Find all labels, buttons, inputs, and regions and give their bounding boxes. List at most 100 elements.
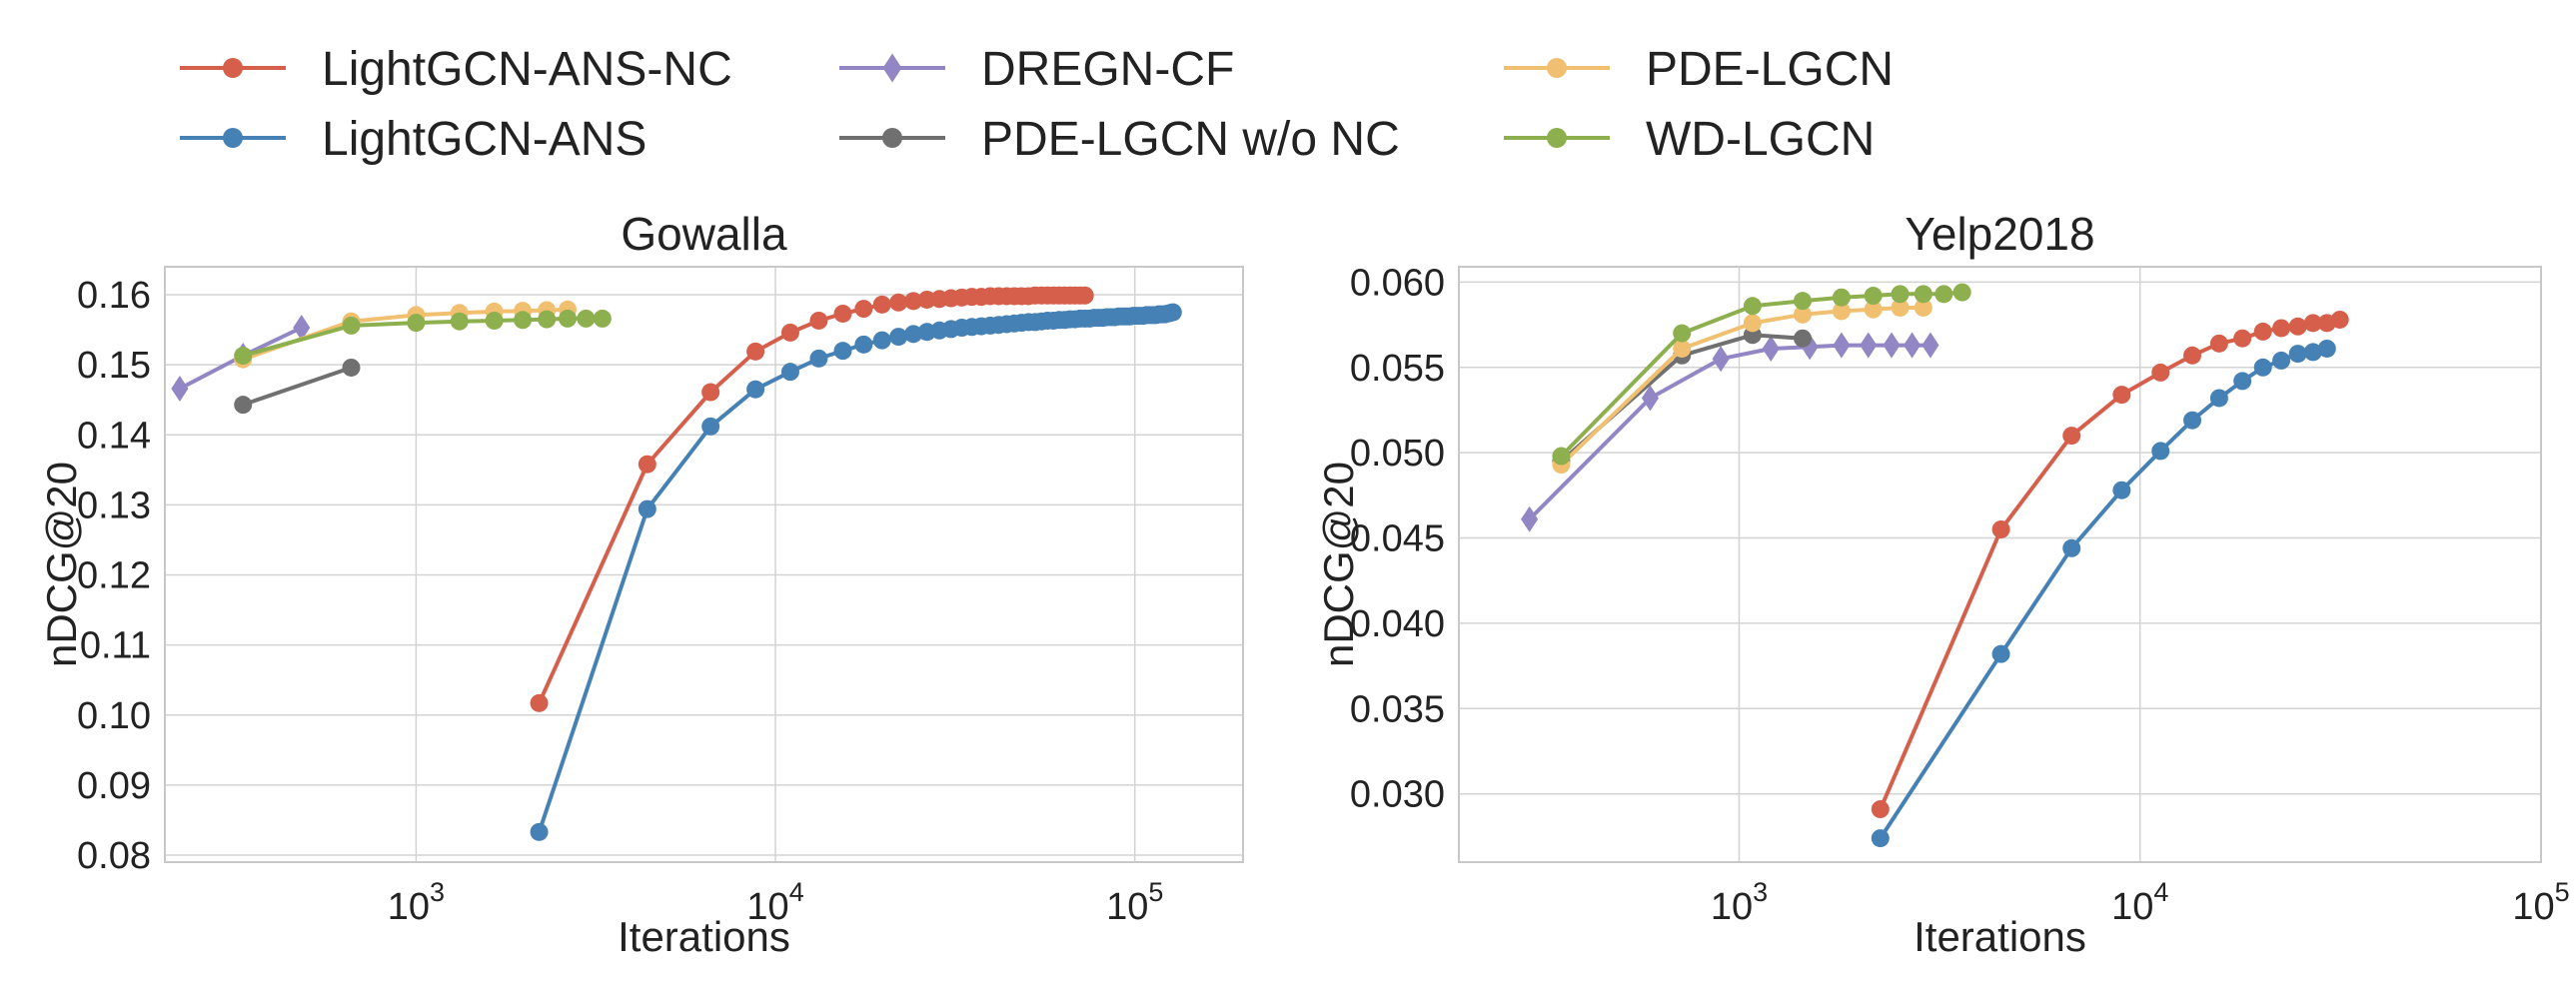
data-point	[1521, 505, 1539, 532]
data-point	[2272, 319, 2291, 338]
series-line-lightgcn-ans	[1879, 347, 2328, 840]
data-point	[833, 342, 852, 361]
data-point	[1163, 303, 1182, 322]
data-point	[638, 455, 656, 474]
series-line-pde-lgcn-w-o-nc	[242, 366, 353, 407]
data-point	[171, 375, 189, 403]
legend-label: PDE-LGCN	[1646, 43, 1894, 96]
data-point	[1904, 332, 1922, 359]
series-line-wd-lgcn	[242, 316, 603, 358]
chart-title: Gowalla	[621, 208, 787, 260]
legend-label: DREGN-CF	[981, 43, 1234, 96]
data-point	[872, 331, 891, 350]
x-axis-label: Iterations	[1914, 913, 2086, 960]
data-point	[2233, 372, 2252, 391]
series-line-wd-lgcn	[1559, 290, 1962, 459]
series-lightgcn-ans-nc	[530, 286, 1094, 712]
series-line-pde-lgcn	[1560, 306, 1924, 467]
data-point	[577, 309, 596, 328]
legend-entry-pde-lgcn-w-o-nc: PDE-LGCN w/o NC	[839, 113, 1400, 166]
data-point	[904, 292, 923, 311]
data-point	[2151, 442, 2170, 461]
y-tick-label: 0.12	[77, 555, 151, 597]
data-point	[1914, 298, 1932, 317]
data-point	[746, 342, 765, 361]
legend-entry-wd-lgcn: WD-LGCN	[1504, 113, 1875, 166]
y-tick-label: 0.030	[1350, 774, 1445, 816]
data-point	[1864, 287, 1883, 306]
data-point	[514, 311, 533, 330]
data-point	[2183, 411, 2202, 430]
data-point	[2233, 329, 2252, 348]
data-point	[854, 335, 873, 354]
data-point	[809, 349, 828, 368]
data-point	[1743, 314, 1762, 333]
data-point	[2303, 343, 2322, 362]
y-axis-label: nDCG@20	[38, 462, 85, 667]
data-point	[530, 693, 549, 712]
y-tick-label: 0.11	[80, 625, 151, 667]
data-point	[872, 295, 891, 314]
data-point	[2209, 334, 2228, 353]
legend: LightGCN-ANS-NC LightGCN-ANS DREGN-CF PDE-L…	[180, 43, 1894, 166]
data-point	[1832, 288, 1851, 307]
data-point	[559, 309, 578, 328]
y-tick-label: 0.035	[1350, 688, 1445, 730]
data-point	[809, 311, 828, 330]
data-point	[1673, 339, 1692, 358]
data-point	[780, 323, 799, 342]
chart-panel-yelp2018: 0.030 0.035 0.040 0.045 0.050 0.055 0.060 103 10…	[1315, 208, 2570, 960]
data-point	[780, 363, 799, 382]
data-point	[2253, 322, 2272, 341]
plot-frame	[1458, 266, 2542, 863]
data-point	[2183, 346, 2202, 365]
series-wd-lgcn	[234, 309, 612, 366]
data-point	[701, 417, 720, 436]
x-tick-label: 103	[388, 877, 445, 928]
y-tick-label: 0.050	[1350, 433, 1445, 475]
data-point	[904, 325, 923, 344]
data-point	[593, 309, 612, 328]
data-point	[1762, 335, 1780, 363]
grid-lines	[1459, 267, 2542, 862]
legend-entry-lightgcn-ans-nc: LightGCN-ANS-NC	[180, 43, 732, 96]
data-point	[1794, 329, 1813, 348]
x-tick-label: 105	[2512, 877, 2569, 928]
series-dregn-cf	[1521, 332, 1939, 532]
data-point	[1934, 285, 1953, 304]
legend-label: LightGCN-ANS	[322, 113, 646, 166]
y-tick-label: 0.13	[77, 485, 151, 526]
data-point	[1871, 800, 1890, 819]
y-tick-label: 0.08	[77, 835, 151, 877]
data-point	[485, 311, 504, 330]
legend-label: WD-LGCN	[1646, 113, 1875, 166]
series-wd-lgcn	[1552, 283, 1971, 466]
series-lightgcn-ans-nc	[1871, 310, 2349, 819]
series-line-lightgcn-ans	[537, 310, 1174, 833]
legend-entry-lightgcn-ans: LightGCN-ANS	[180, 113, 646, 166]
data-point	[234, 396, 253, 415]
data-point	[1794, 305, 1813, 324]
data-point	[1552, 447, 1571, 466]
legend-marker	[1547, 58, 1567, 78]
legend-label: LightGCN-ANS-NC	[322, 43, 732, 96]
y-tick-label: 0.055	[1350, 348, 1445, 390]
data-point	[1860, 332, 1878, 359]
data-point	[2303, 314, 2322, 333]
data-point	[638, 499, 656, 518]
x-tick-label: 105	[1106, 877, 1163, 928]
legend-marker	[223, 128, 243, 148]
grid-lines	[165, 267, 1243, 862]
y-tick-label: 0.060	[1350, 262, 1445, 304]
data-point	[1891, 285, 1910, 304]
y-tick-label: 0.09	[77, 765, 151, 807]
data-point	[2330, 310, 2349, 329]
data-point	[1673, 324, 1692, 343]
legend-label: PDE-LGCN w/o NC	[981, 113, 1400, 166]
legend-entry-dregn-cf: DREGN-CF	[839, 43, 1234, 96]
x-tick-label: 104	[746, 877, 803, 928]
data-point	[2209, 389, 2228, 408]
data-point	[1794, 292, 1813, 311]
data-point	[2062, 427, 2081, 446]
data-point	[701, 383, 720, 402]
